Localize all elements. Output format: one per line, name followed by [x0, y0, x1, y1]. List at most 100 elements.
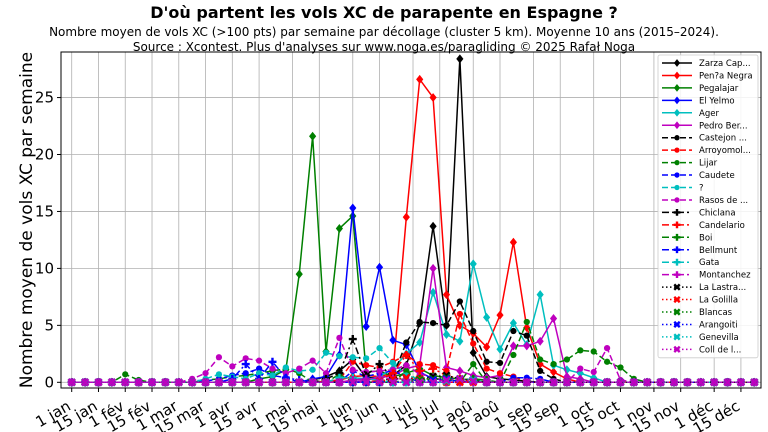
data-point [549, 314, 558, 324]
series-line [71, 378, 755, 384]
data-point [429, 263, 437, 273]
data-point [674, 135, 680, 141]
data-point [629, 378, 638, 387]
legend-label: Rasos de ... [699, 196, 748, 206]
legend: Zarza Cap... Pen?a Negra Pegalajar El Yelmo… [657, 54, 759, 359]
data-point [416, 360, 423, 368]
data-point [348, 335, 357, 344]
data-point [321, 378, 331, 387]
data-point [577, 365, 584, 372]
legend-item: Blancas [662, 308, 733, 318]
data-point [296, 365, 303, 372]
data-point [134, 378, 143, 387]
data-point [349, 366, 356, 373]
legend-item: Gata [662, 258, 719, 268]
legend-item: Montanchez [662, 271, 751, 281]
legend-item: Castejon ... [662, 134, 747, 144]
legend-label: La Lastra... [699, 283, 746, 293]
data-point [269, 372, 276, 379]
data-point [523, 323, 531, 333]
data-point [415, 366, 424, 375]
legend-item: La Lastra... [662, 283, 746, 293]
data-point [673, 283, 681, 291]
data-point [674, 184, 680, 191]
data-point [456, 336, 464, 346]
legend-label: Gata [699, 258, 719, 268]
data-point [710, 378, 719, 387]
chart-subtitle-line1: Nombre moyen de vols XC (>100 pts) par s… [49, 25, 719, 39]
legend-item: Arangoiti [662, 320, 738, 330]
data-point [388, 378, 397, 387]
data-point [495, 378, 505, 387]
data-point [376, 367, 383, 375]
data-point [416, 318, 423, 326]
data-point [673, 108, 681, 117]
data-point [483, 342, 491, 352]
data-point [673, 320, 681, 329]
data-point [241, 378, 250, 387]
data-point [415, 378, 424, 387]
data-point [456, 366, 464, 376]
data-point [590, 348, 597, 355]
data-point [375, 262, 384, 272]
data-point [673, 271, 681, 279]
data-point [362, 322, 370, 331]
data-point [403, 367, 410, 375]
data-point [122, 371, 129, 378]
data-point [402, 350, 411, 359]
data-point [322, 349, 330, 356]
legend-item: Caudete [662, 171, 735, 181]
data-point [696, 378, 705, 387]
data-point [81, 378, 90, 387]
data-point [673, 71, 681, 80]
data-point [673, 209, 681, 216]
data-point [335, 224, 343, 234]
data-point [589, 378, 598, 387]
y-tick-label: 5 [44, 316, 54, 334]
legend-item: Bellmunt [662, 246, 738, 256]
legend-item: Coll de l... [662, 345, 741, 355]
legend-label: Lijar [699, 159, 718, 169]
data-point [429, 319, 437, 327]
series-group [67, 54, 759, 387]
data-point [416, 74, 424, 84]
data-point [67, 378, 76, 387]
data-point [537, 356, 544, 363]
data-point [674, 172, 680, 178]
data-point [496, 344, 504, 354]
data-point [429, 287, 437, 297]
data-point [415, 375, 424, 385]
legend-label: Caudete [699, 171, 735, 181]
y-tick-label: 25 [35, 89, 54, 107]
data-point [576, 378, 585, 387]
legend-item: Pedro Ber... [662, 121, 748, 131]
legend-item: Ager [662, 109, 719, 119]
data-point [536, 336, 544, 346]
data-point [389, 359, 397, 367]
data-point [214, 378, 223, 387]
data-point [577, 347, 584, 354]
legend-item: Genevilla [662, 333, 739, 343]
legend-label: Pedro Ber... [699, 121, 748, 131]
data-point [536, 290, 544, 300]
data-point [335, 378, 344, 387]
y-tick-label: 15 [35, 202, 54, 220]
series-line [71, 378, 755, 384]
data-point [389, 335, 397, 345]
data-point [349, 358, 356, 365]
data-point [416, 337, 424, 347]
data-point [375, 378, 384, 387]
legend-item: Zarza Cap... [662, 59, 751, 69]
data-point [161, 378, 170, 387]
data-point [523, 318, 530, 326]
data-point [470, 360, 477, 368]
data-point [510, 327, 517, 335]
data-point [673, 121, 681, 130]
chart-title: D'où partent les vols XC de parapente en… [150, 3, 618, 22]
data-point [443, 322, 450, 329]
legend-label: Ager [699, 109, 719, 119]
data-point [336, 352, 343, 360]
legend-label: Pen?a Negra [699, 71, 753, 81]
data-point [242, 370, 249, 377]
y-axis-label: Nombre moyen de vols XC par semaine [17, 52, 37, 388]
